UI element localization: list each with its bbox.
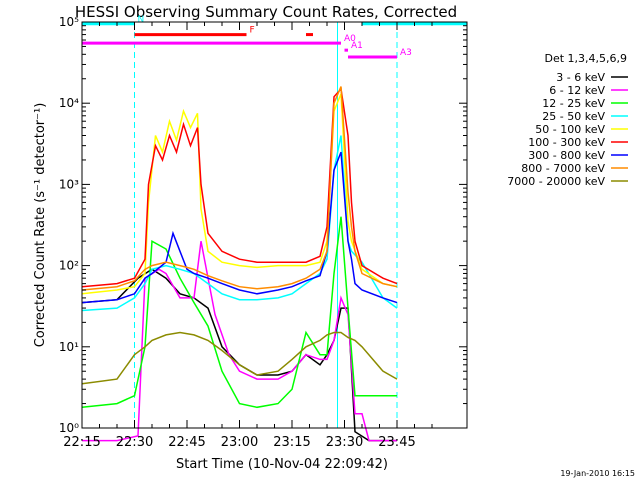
- x-axis-label: Start Time (10-Nov-04 22:09:42): [176, 457, 388, 472]
- marker-label-4: A3: [400, 48, 412, 58]
- footer-date: 19-Jan-2010 16:15: [560, 469, 635, 478]
- legend-label-6: 300 - 800 keV: [528, 149, 605, 162]
- legend-title: Det 1,3,4,5,6,9: [544, 52, 627, 65]
- series-line-1: [82, 241, 397, 442]
- y-tick-label-3: 10³: [59, 177, 79, 191]
- marker-label-0: N: [138, 15, 145, 25]
- y-tick-label-2: 10²: [59, 259, 79, 273]
- y-tick-label-5: 10⁵: [59, 15, 79, 29]
- x-tick-label-6: 23:45: [378, 435, 415, 450]
- marker-label-1: F: [250, 26, 255, 36]
- legend-label-8: 7000 - 20000 keV: [507, 175, 605, 188]
- legend-label-4: 50 - 100 keV: [535, 123, 605, 136]
- marker-label-3: A1: [351, 41, 363, 51]
- legend-label-5: 100 - 300 keV: [528, 136, 605, 149]
- series-line-2: [81, 216, 397, 409]
- legend-label-1: 6 - 12 keV: [549, 84, 605, 97]
- series-line-8: [81, 331, 398, 385]
- x-tick-label-3: 23:00: [221, 435, 258, 450]
- x-tick-label-4: 23:15: [273, 435, 310, 450]
- marker-label-2: A0: [344, 34, 356, 44]
- series-line-4: [81, 93, 398, 295]
- x-tick-label-2: 22:45: [168, 435, 205, 450]
- legend-label-3: 25 - 50 keV: [542, 110, 605, 123]
- legend-label-2: 12 - 25 keV: [542, 97, 605, 110]
- series-line-7: [81, 86, 398, 291]
- vlines-layer: [134, 22, 398, 428]
- series-layer: [81, 86, 398, 442]
- y-tick-label-0: 10⁰: [59, 421, 79, 435]
- y-tick-label-4: 10⁴: [59, 96, 79, 110]
- chart-title: HESSI Observing Summary Count Rates, Cor…: [75, 3, 457, 21]
- x-tick-label-0: 22:15: [63, 435, 100, 450]
- legend-label-0: 3 - 6 keV: [556, 71, 605, 84]
- x-tick-label-1: 22:30: [116, 435, 153, 450]
- series-line-6: [81, 151, 398, 304]
- y-tick-label-1: 10¹: [59, 340, 79, 354]
- x-tick-label-5: 23:30: [326, 435, 363, 450]
- y-axis-label: Corrected Count Rate (s⁻¹ detector⁻¹): [33, 103, 48, 348]
- plot-frame: [81, 21, 468, 429]
- series-line-5: [81, 87, 398, 288]
- axes-layer: 22:15 22:30 22:45 23:00 23:15 23:30 23:45 10⁰ 10…: [59, 15, 468, 450]
- legend-label-7: 800 - 7000 keV: [521, 162, 605, 175]
